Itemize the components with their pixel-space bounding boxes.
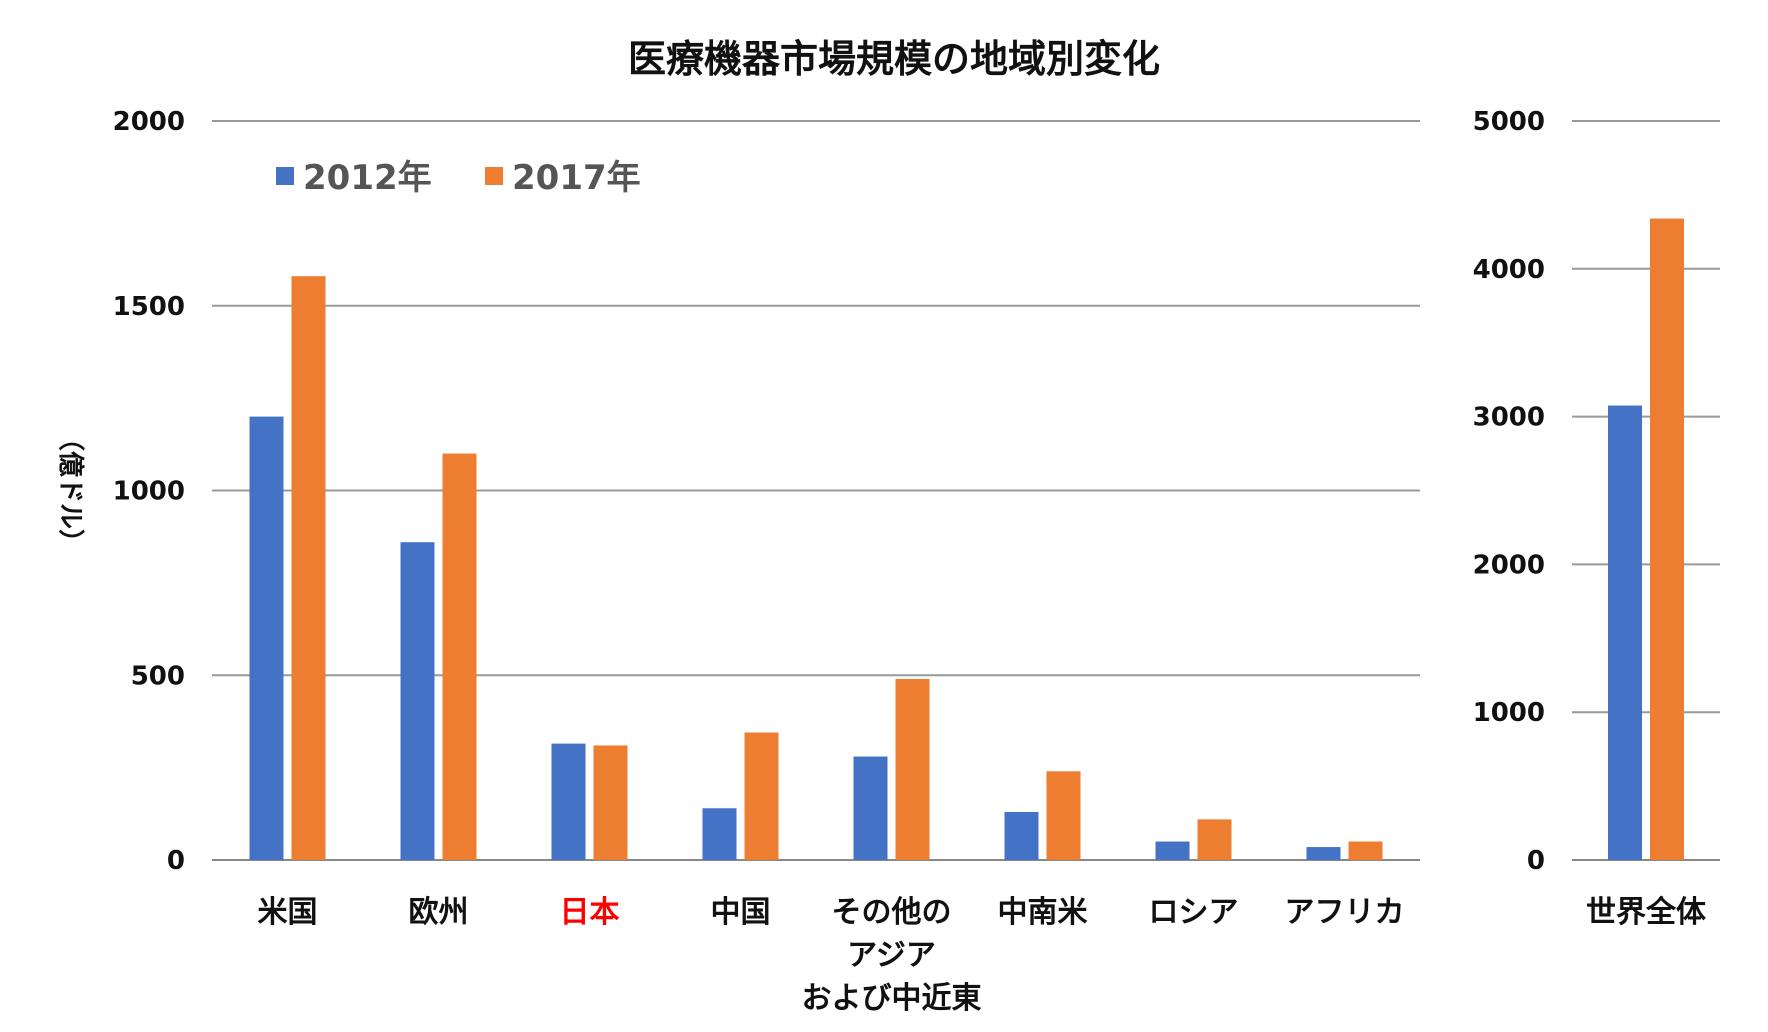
bar-2017年-日本 <box>593 745 628 860</box>
chart-title: 医療機器市場規模の地域別変化 <box>628 37 1160 81</box>
bar-2017年-その他のアジアおよび中近東 <box>895 678 930 860</box>
bar-2017年-米国 <box>291 276 326 860</box>
y-tick-label: 5000 <box>1473 107 1545 137</box>
x-tick-label: 欧州 <box>409 895 469 930</box>
x-tick-label: 中国 <box>711 895 771 930</box>
legend-label: 2012年 <box>303 158 432 198</box>
y-tick-label: 0 <box>167 846 185 876</box>
x-tick-label: 中南米 <box>998 895 1088 930</box>
bar-2012年-中南米 <box>1004 811 1039 860</box>
y-tick-label: 500 <box>131 661 185 691</box>
bar-2017年-中国 <box>744 732 779 860</box>
y-axis-label: （億ドル） <box>55 425 85 555</box>
bar-2012年-アフリカ <box>1306 847 1341 860</box>
legend-swatch <box>485 167 503 185</box>
y-tick-label: 1500 <box>113 292 185 322</box>
legend-label: 2017年 <box>512 158 641 198</box>
y-tick-label: 1000 <box>113 477 185 507</box>
bar-2012年-日本 <box>551 743 586 860</box>
bar-2017年-ロシア <box>1197 819 1232 860</box>
y-tick-label: 1000 <box>1473 698 1545 728</box>
bar-2017年-中南米 <box>1046 771 1081 860</box>
bar-2012年-米国 <box>249 416 284 860</box>
bar-2012年-ロシア <box>1155 841 1190 860</box>
bar-2017年-欧州 <box>442 453 477 860</box>
legend-swatch <box>276 167 294 185</box>
bar-2017年-アフリカ <box>1348 841 1383 860</box>
x-tick-label: 世界全体 <box>1586 895 1707 930</box>
y-tick-label: 3000 <box>1473 403 1545 433</box>
x-tick-label: その他の <box>832 895 952 930</box>
y-tick-label: 2000 <box>113 107 185 137</box>
y-tick-label: 4000 <box>1473 255 1545 285</box>
x-tick-label: 日本 <box>560 895 620 930</box>
y-tick-label: 0 <box>1527 846 1545 876</box>
x-tick-label: および中近東 <box>802 981 982 1016</box>
x-tick-label: ロシア <box>1149 895 1239 930</box>
bar-2017年-世界全体 <box>1650 218 1684 861</box>
x-tick-label: 米国 <box>258 895 318 930</box>
y-tick-label: 2000 <box>1473 550 1545 580</box>
bar-2012年-世界全体 <box>1608 405 1642 860</box>
bar-2012年-中国 <box>702 808 737 860</box>
x-tick-label: アフリカ <box>1285 895 1405 930</box>
x-tick-label: アジア <box>847 938 936 973</box>
bar-2012年-その他のアジアおよび中近東 <box>853 756 888 860</box>
bar-2012年-欧州 <box>400 542 435 860</box>
